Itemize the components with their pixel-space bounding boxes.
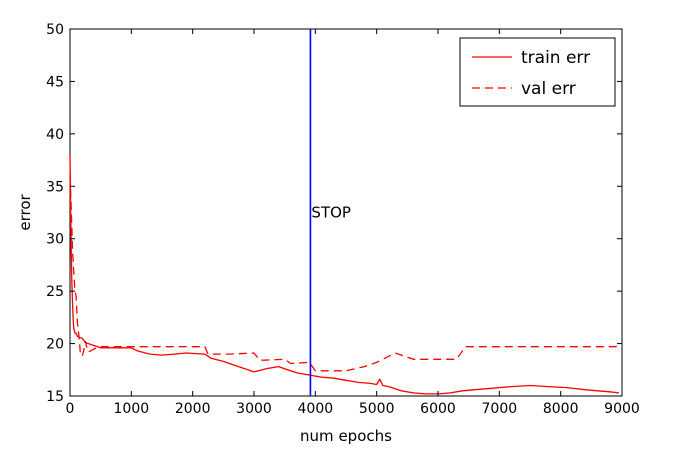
y-tick-label: 25: [46, 284, 64, 300]
plot-frame: [69, 28, 623, 397]
stop-annotation: STOP: [311, 204, 351, 222]
y-tick-label: 50: [46, 22, 64, 38]
x-tick-label: 3000: [236, 401, 272, 417]
x-tick-label: 4000: [298, 401, 334, 417]
series-line-train-err: [69, 154, 619, 395]
x-tick-label: 9000: [604, 401, 640, 417]
x-tick-label: 8000: [543, 401, 579, 417]
series-layer: [69, 29, 620, 396]
y-tick-label: 30: [46, 232, 64, 248]
series-line-val-err: [69, 175, 620, 372]
y-tick-label: 15: [46, 389, 64, 405]
x-tick-label: 1000: [114, 401, 150, 417]
legend-label-train-err: train err: [521, 48, 590, 68]
x-axis-label: num epochs: [300, 427, 392, 445]
legend-box: [459, 37, 616, 107]
x-tick-label: 7000: [482, 401, 518, 417]
ticks-layer: 0 1000 2000 3000 4000 5000 6000 7000 8000 9000 15 2…: [46, 22, 640, 417]
x-tick-label: 2000: [175, 401, 211, 417]
y-tick-label: 45: [46, 74, 64, 90]
y-axis-label: error: [16, 194, 34, 231]
x-tick-label: 6000: [420, 401, 456, 417]
x-tick-label: 5000: [359, 401, 395, 417]
y-tick-label: 35: [46, 179, 64, 195]
legend: train err val err: [459, 37, 616, 107]
y-tick-label: 20: [46, 337, 64, 353]
legend-label-val-err: val err: [521, 79, 576, 99]
x-tick-label: 0: [66, 401, 75, 417]
y-tick-label: 40: [46, 127, 64, 143]
